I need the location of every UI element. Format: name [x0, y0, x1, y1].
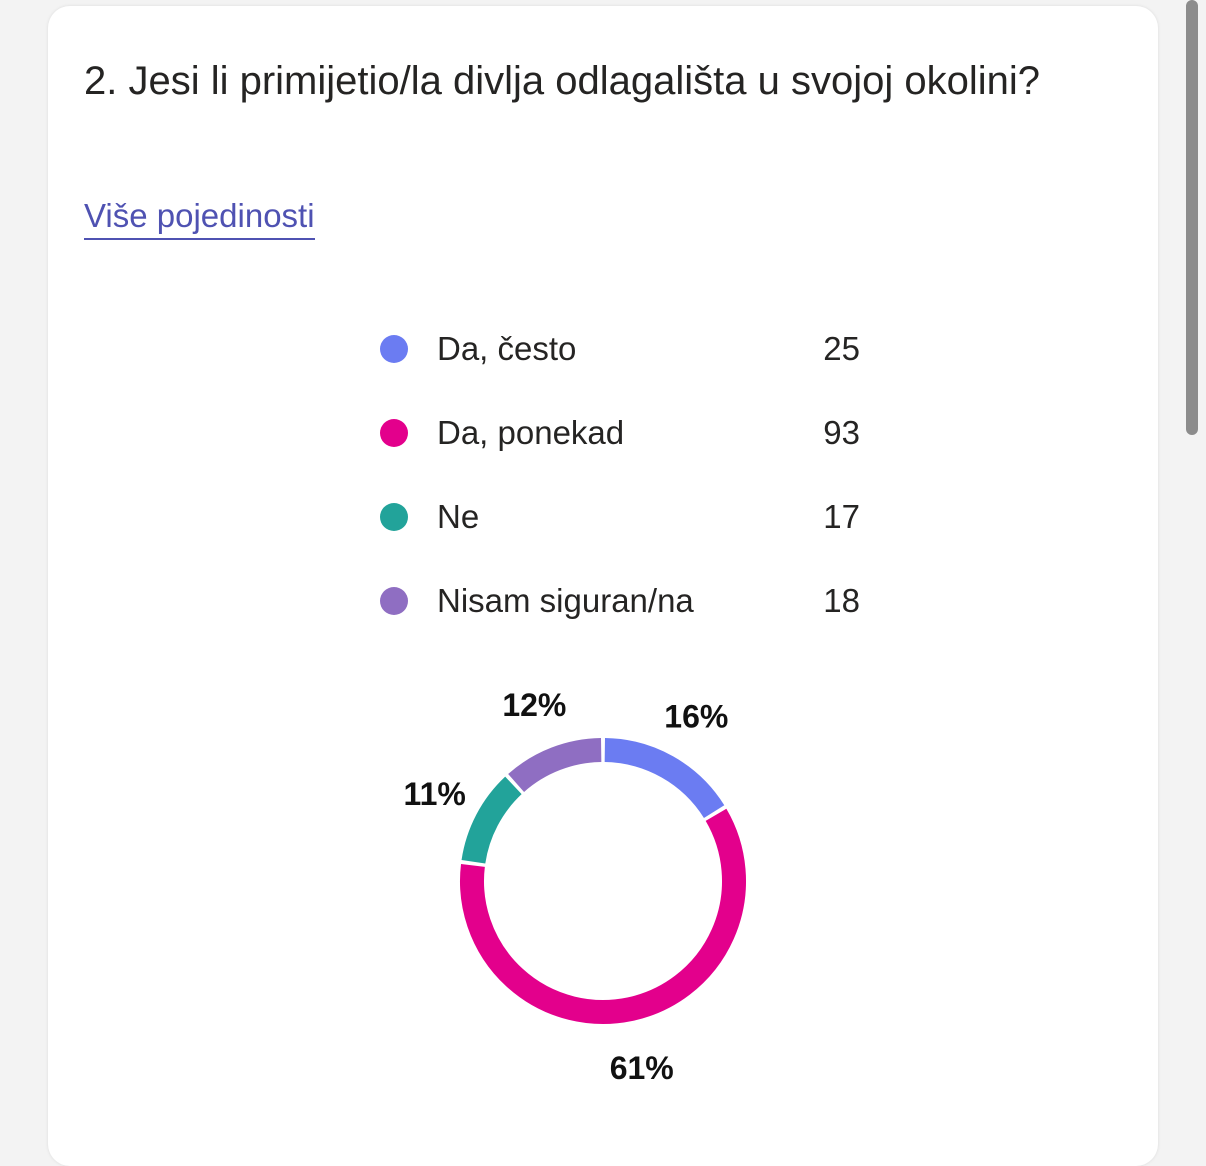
legend-count: 17: [823, 498, 860, 535]
donut-chart: 16% 61% 11% 12%: [404, 687, 746, 1086]
legend-label: Da, ponekad: [437, 414, 625, 451]
legend-count: 25: [823, 330, 860, 367]
legend-item: Da, često 25: [378, 306, 878, 390]
legend-label: Da, često: [437, 330, 577, 367]
legend-dot: [380, 419, 408, 447]
scrollbar-thumb[interactable]: [1186, 0, 1198, 435]
legend-item: Da, ponekad 93: [378, 390, 878, 474]
slice-percent-label: 16%: [664, 698, 728, 734]
legend-item: Nisam siguran/na 18: [378, 558, 878, 642]
question-card: 2. Jesi li primijetio/la divlja odlagali…: [48, 6, 1158, 1166]
donut-slice: [508, 738, 602, 793]
slice-percent-label: 12%: [502, 687, 566, 723]
chart-legend: Da, često 25 Da, ponekad 93 Ne 17 Nisam …: [378, 306, 878, 642]
legend-dot: [380, 335, 408, 363]
question-title: 2. Jesi li primijetio/la divlja odlagali…: [84, 59, 1041, 103]
donut-slice: [461, 776, 522, 864]
legend-count: 93: [823, 414, 860, 451]
legend-label: Ne: [437, 498, 480, 535]
slice-percent-label: 61%: [610, 1050, 674, 1086]
more-details-link[interactable]: Više pojedinosti: [84, 194, 315, 240]
donut-slice: [460, 808, 746, 1024]
legend-dot: [380, 503, 408, 531]
legend-label: Nisam siguran/na: [437, 582, 694, 619]
legend-dot: [380, 587, 408, 615]
legend-item: Ne 17: [378, 474, 878, 558]
donut-slice: [604, 738, 725, 819]
legend-count: 18: [823, 582, 860, 619]
slice-percent-label: 11%: [404, 776, 466, 812]
